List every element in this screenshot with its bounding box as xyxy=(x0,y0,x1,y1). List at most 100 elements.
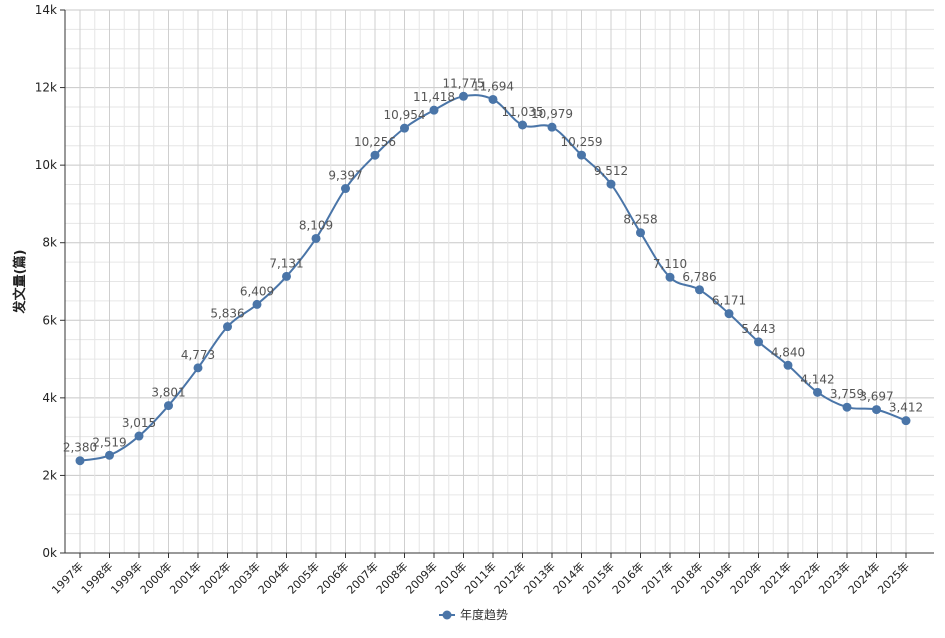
x-tick-labels: 1997年1998年1999年2000年2001年2002年2003年2004年… xyxy=(49,559,912,596)
x-tick-label: 1998年 xyxy=(78,559,115,596)
x-tick-label: 2001年 xyxy=(167,559,204,596)
data-label: 2,380 xyxy=(63,441,97,455)
x-tick-label: 2024年 xyxy=(845,559,882,596)
data-point xyxy=(842,402,852,412)
data-label: 3,697 xyxy=(859,390,893,404)
data-point xyxy=(577,150,586,160)
data-point xyxy=(134,431,144,441)
y-tick-label: 2k xyxy=(42,468,57,482)
data-point xyxy=(665,272,675,282)
x-tick-label: 1997年 xyxy=(49,559,86,596)
x-tick-label: 2003年 xyxy=(226,559,263,596)
data-point xyxy=(783,360,793,370)
data-label: 6,786 xyxy=(682,270,716,284)
data-point xyxy=(370,150,380,160)
y-tick-labels: 0k 2k 4k 6k 8k 10k 12k 14k xyxy=(35,3,57,560)
axes xyxy=(60,9,934,558)
x-tick-label: 2007年 xyxy=(344,559,381,596)
data-label: 5,836 xyxy=(210,307,244,321)
data-point xyxy=(606,179,616,189)
x-tick-label: 2018年 xyxy=(668,559,705,596)
data-point xyxy=(547,122,557,132)
x-tick-label: 2004年 xyxy=(255,559,292,596)
x-tick-label: 2008年 xyxy=(373,559,410,596)
data-point xyxy=(813,387,822,397)
data-label: 11,775 xyxy=(443,76,485,90)
data-point xyxy=(400,123,409,133)
data-point xyxy=(872,405,881,415)
legend-marker-icon xyxy=(442,610,452,620)
data-points xyxy=(75,91,911,466)
data-label: 3,015 xyxy=(122,416,156,430)
x-tick-label: 2005年 xyxy=(285,559,322,596)
y-tick-label: 12k xyxy=(35,81,57,95)
x-tick-label: 2000年 xyxy=(137,559,174,596)
data-point xyxy=(518,120,527,130)
legend-label: 年度趋势 xyxy=(460,607,508,622)
x-tick-label: 2012年 xyxy=(491,559,528,596)
data-label: 4,773 xyxy=(181,348,215,362)
data-label: 5,443 xyxy=(741,322,775,336)
data-label: 2,519 xyxy=(92,435,126,449)
grid xyxy=(65,9,934,554)
x-tick-label: 2002年 xyxy=(196,559,233,596)
data-point xyxy=(105,450,114,460)
data-point xyxy=(193,363,203,373)
data-label: 11,418 xyxy=(413,90,455,104)
data-label: 8,109 xyxy=(299,218,333,232)
x-tick-label: 2006年 xyxy=(314,559,351,596)
x-tick-label: 2014年 xyxy=(550,559,587,596)
x-tick-label: 2011年 xyxy=(462,559,499,596)
data-point xyxy=(459,91,468,101)
data-point xyxy=(164,401,173,411)
data-label: 10,259 xyxy=(561,135,603,149)
data-label: 9,512 xyxy=(594,164,628,178)
y-tick-label: 6k xyxy=(42,313,57,327)
y-tick-label: 8k xyxy=(42,236,57,250)
data-label: 3,412 xyxy=(889,401,923,415)
data-point xyxy=(695,285,704,295)
x-tick-label: 2017年 xyxy=(639,559,676,596)
legend[interactable]: 年度趋势 xyxy=(439,607,508,622)
x-tick-label: 2009年 xyxy=(403,559,440,596)
data-label: 10,954 xyxy=(384,108,426,122)
data-label: 9,397 xyxy=(328,169,362,183)
y-axis-title: 发文量(篇) xyxy=(12,250,28,315)
x-tick-label: 2013年 xyxy=(521,559,558,596)
data-point xyxy=(282,271,291,281)
data-point xyxy=(75,456,85,466)
x-tick-label: 2020年 xyxy=(727,559,764,596)
y-tick-label: 10k xyxy=(35,158,57,172)
data-label: 11,694 xyxy=(472,79,514,93)
data-label: 11,035 xyxy=(502,105,544,119)
y-tick-label: 4k xyxy=(42,391,57,405)
x-tick-label: 2015年 xyxy=(580,559,617,596)
x-tick-label: 2023年 xyxy=(816,559,853,596)
data-label: 7,110 xyxy=(653,257,687,271)
data-label: 7,131 xyxy=(269,256,303,270)
data-label: 3,801 xyxy=(151,386,185,400)
data-label: 8,258 xyxy=(623,213,657,227)
data-label: 4,142 xyxy=(800,372,834,386)
y-tick-label: 0k xyxy=(42,546,57,560)
x-tick-label: 2021年 xyxy=(757,559,794,596)
data-label: 6,409 xyxy=(240,284,274,298)
x-tick-label: 2019年 xyxy=(698,559,735,596)
x-tick-label: 2025年 xyxy=(875,559,912,596)
data-point xyxy=(252,299,262,309)
data-point xyxy=(223,322,232,332)
x-tick-label: 1999年 xyxy=(108,559,145,596)
data-point xyxy=(636,228,645,238)
data-point xyxy=(754,337,763,347)
data-point xyxy=(724,309,734,319)
data-label: 3,759 xyxy=(830,387,864,401)
data-point xyxy=(429,105,439,115)
data-label: 10,256 xyxy=(354,135,396,149)
data-label: 4,840 xyxy=(771,345,805,359)
x-tick-label: 2010年 xyxy=(432,559,469,596)
data-point xyxy=(341,184,350,194)
y-tick-label: 14k xyxy=(35,3,57,17)
